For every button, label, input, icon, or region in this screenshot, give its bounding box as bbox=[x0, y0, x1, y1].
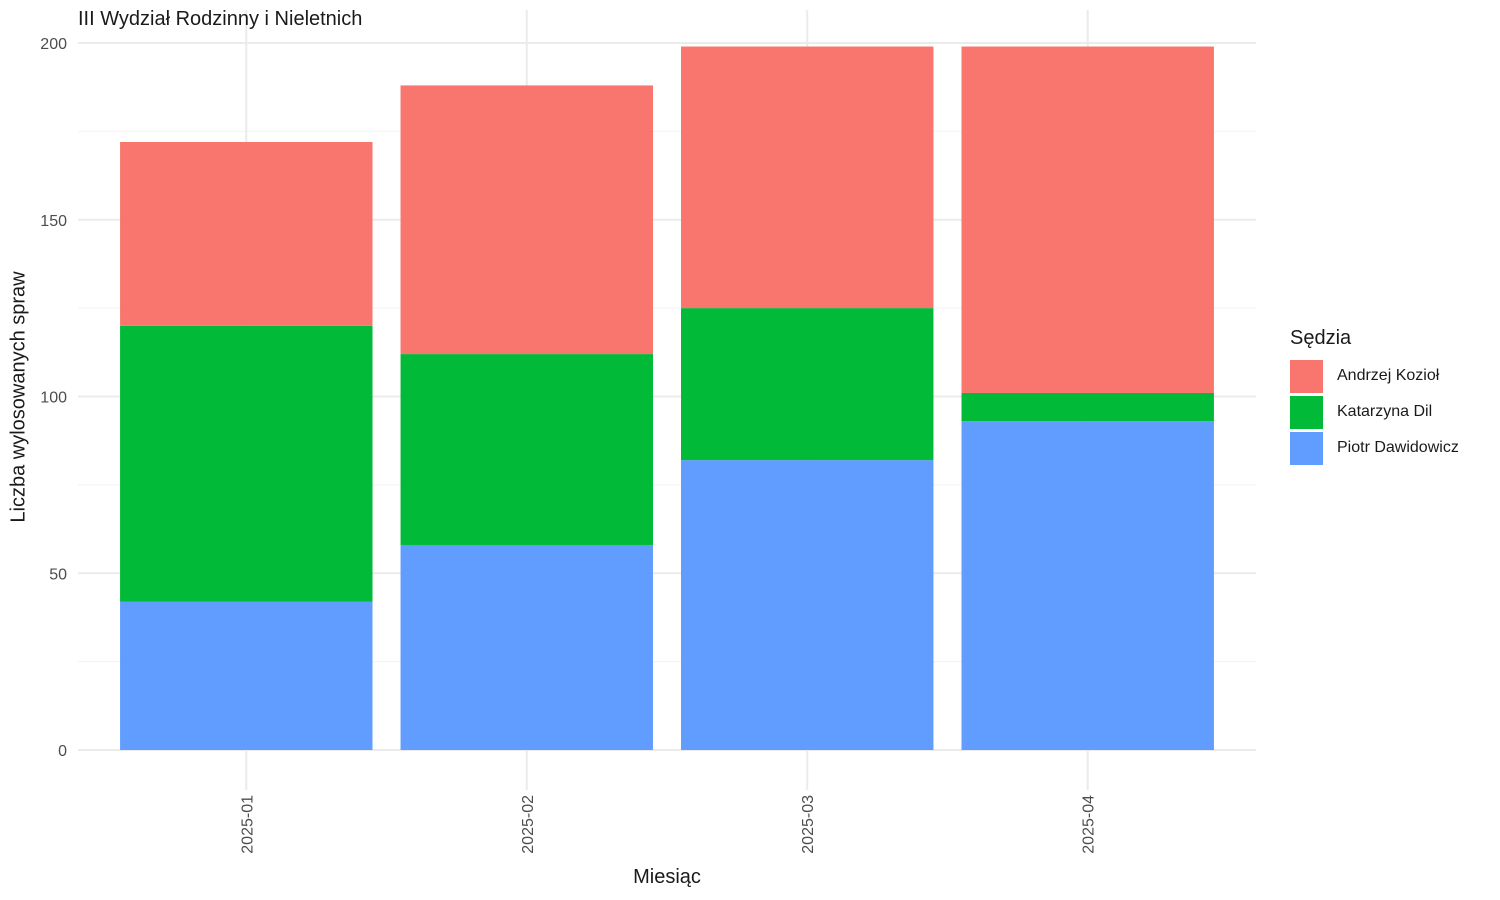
x-tick-label: 2025-04 bbox=[1081, 795, 1098, 854]
bar-segment bbox=[120, 325, 373, 602]
y-tick-label: 50 bbox=[49, 566, 67, 583]
chart-title: III Wydział Rodzinny i Nieletnich bbox=[78, 8, 363, 30]
y-tick-label: 100 bbox=[40, 390, 67, 407]
legend-item: Piotr Dawidowicz bbox=[1290, 430, 1459, 466]
bar-segment bbox=[681, 460, 934, 750]
bar-segment bbox=[961, 421, 1214, 750]
bar-segment bbox=[400, 544, 653, 750]
legend-key bbox=[1290, 431, 1323, 465]
y-axis-ticks: 0 50 100 150 200 bbox=[40, 36, 67, 760]
legend-label: Piotr Dawidowicz bbox=[1337, 439, 1459, 456]
bar-segment bbox=[400, 85, 653, 355]
y-tick-label: 0 bbox=[58, 743, 67, 760]
x-axis-ticks: 2025-01 2025-02 2025-03 2025-04 bbox=[239, 795, 1097, 854]
x-tick-label: 2025-03 bbox=[800, 795, 817, 854]
legend: Sędzia Andrzej Kozioł Katarzyna Dil Piotr … bbox=[1290, 327, 1459, 466]
bar-segment bbox=[120, 141, 373, 326]
bar-segment bbox=[400, 354, 653, 545]
legend-items: Andrzej Kozioł Katarzyna Dil Piotr Dawidow… bbox=[1290, 358, 1459, 466]
x-tick-label: 2025-01 bbox=[239, 795, 256, 854]
x-axis-label: Miesiąc bbox=[633, 866, 701, 888]
bar-segment bbox=[681, 46, 934, 309]
legend-item: Katarzyna Dil bbox=[1290, 394, 1459, 430]
legend-key bbox=[1290, 395, 1323, 429]
y-axis-label: Liczba wylosowanych spraw bbox=[7, 271, 30, 523]
y-tick-label: 200 bbox=[40, 36, 67, 53]
bar-segment bbox=[120, 601, 373, 750]
legend-title: Sędzia bbox=[1290, 327, 1352, 349]
legend-key bbox=[1290, 359, 1323, 393]
bar-segment bbox=[681, 308, 934, 461]
bars bbox=[120, 46, 1214, 750]
legend-label: Andrzej Kozioł bbox=[1337, 367, 1440, 384]
legend-item: Andrzej Kozioł bbox=[1290, 358, 1459, 394]
legend-label: Katarzyna Dil bbox=[1337, 403, 1433, 420]
bar-segment bbox=[961, 46, 1214, 393]
y-tick-label: 150 bbox=[40, 213, 67, 230]
bar-segment bbox=[961, 392, 1214, 422]
x-tick-label: 2025-02 bbox=[520, 795, 537, 854]
